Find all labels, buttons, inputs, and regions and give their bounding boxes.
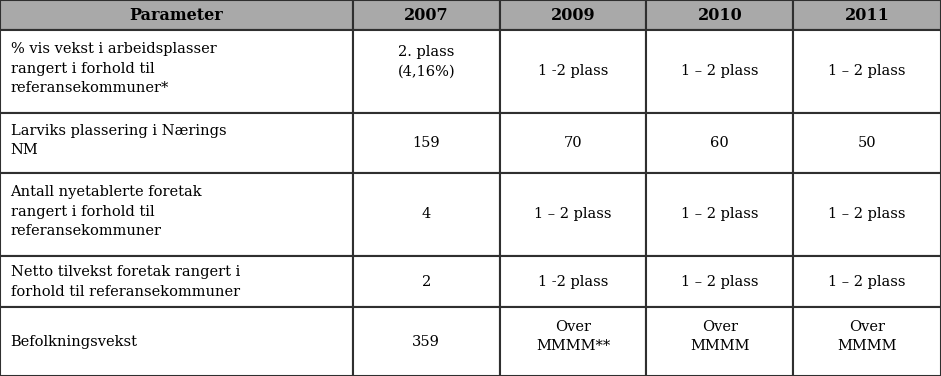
Bar <box>500 0 646 30</box>
Bar <box>353 0 500 30</box>
Text: 1 – 2 plass: 1 – 2 plass <box>828 274 906 288</box>
Text: 4: 4 <box>422 208 431 221</box>
Text: 1 -2 plass: 1 -2 plass <box>538 65 608 79</box>
Bar <box>0 256 353 307</box>
Bar <box>353 30 500 113</box>
Text: Netto tilvekst foretak rangert i
forhold til referansekommuner: Netto tilvekst foretak rangert i forhold… <box>10 265 240 299</box>
Bar <box>646 0 793 30</box>
Bar <box>0 173 353 256</box>
Bar <box>500 307 646 376</box>
Bar <box>0 0 353 30</box>
Text: 359: 359 <box>412 335 440 349</box>
Bar <box>353 307 500 376</box>
Text: Befolkningsvekst: Befolkningsvekst <box>10 335 137 349</box>
Bar <box>500 30 646 113</box>
Bar <box>646 113 793 173</box>
Text: Over
MMMM: Over MMMM <box>837 320 897 353</box>
Text: 2: 2 <box>422 274 431 288</box>
Bar <box>793 256 941 307</box>
Text: Larviks plassering i Nærings
NM: Larviks plassering i Nærings NM <box>10 124 226 157</box>
Bar <box>646 30 793 113</box>
Text: 70: 70 <box>564 136 582 150</box>
Text: Parameter: Parameter <box>130 6 223 24</box>
Bar <box>646 256 793 307</box>
Text: 2. plass
(4,16%): 2. plass (4,16%) <box>397 45 455 79</box>
Text: 1 – 2 plass: 1 – 2 plass <box>534 208 612 221</box>
Text: 2009: 2009 <box>550 6 596 24</box>
Text: 1 – 2 plass: 1 – 2 plass <box>681 274 758 288</box>
Text: 2011: 2011 <box>845 6 889 24</box>
Bar <box>500 256 646 307</box>
Text: 1 – 2 plass: 1 – 2 plass <box>681 208 758 221</box>
Text: Over
MMMM**: Over MMMM** <box>536 320 610 353</box>
Bar <box>793 307 941 376</box>
Text: % vis vekst i arbeidsplasser
rangert i forhold til
referansekommuner*: % vis vekst i arbeidsplasser rangert i f… <box>10 42 216 96</box>
Text: 60: 60 <box>710 136 729 150</box>
Bar <box>793 113 941 173</box>
Bar <box>0 307 353 376</box>
Bar <box>500 113 646 173</box>
Text: 2010: 2010 <box>697 6 742 24</box>
Text: 2007: 2007 <box>404 6 449 24</box>
Bar <box>353 256 500 307</box>
Bar <box>793 173 941 256</box>
Text: 1 -2 plass: 1 -2 plass <box>538 274 608 288</box>
Bar <box>353 113 500 173</box>
Bar <box>353 173 500 256</box>
Bar <box>0 30 353 113</box>
Text: 159: 159 <box>412 136 440 150</box>
Text: 50: 50 <box>858 136 876 150</box>
Text: 1 – 2 plass: 1 – 2 plass <box>828 208 906 221</box>
Bar <box>500 173 646 256</box>
Text: 1 – 2 plass: 1 – 2 plass <box>828 65 906 79</box>
Bar <box>793 30 941 113</box>
Bar <box>646 307 793 376</box>
Bar <box>646 173 793 256</box>
Bar <box>793 0 941 30</box>
Text: Antall nyetablerte foretak
rangert i forhold til
referansekommuner: Antall nyetablerte foretak rangert i for… <box>10 185 202 238</box>
Text: 1 – 2 plass: 1 – 2 plass <box>681 65 758 79</box>
Bar <box>0 113 353 173</box>
Text: Over
MMMM: Over MMMM <box>690 320 750 353</box>
